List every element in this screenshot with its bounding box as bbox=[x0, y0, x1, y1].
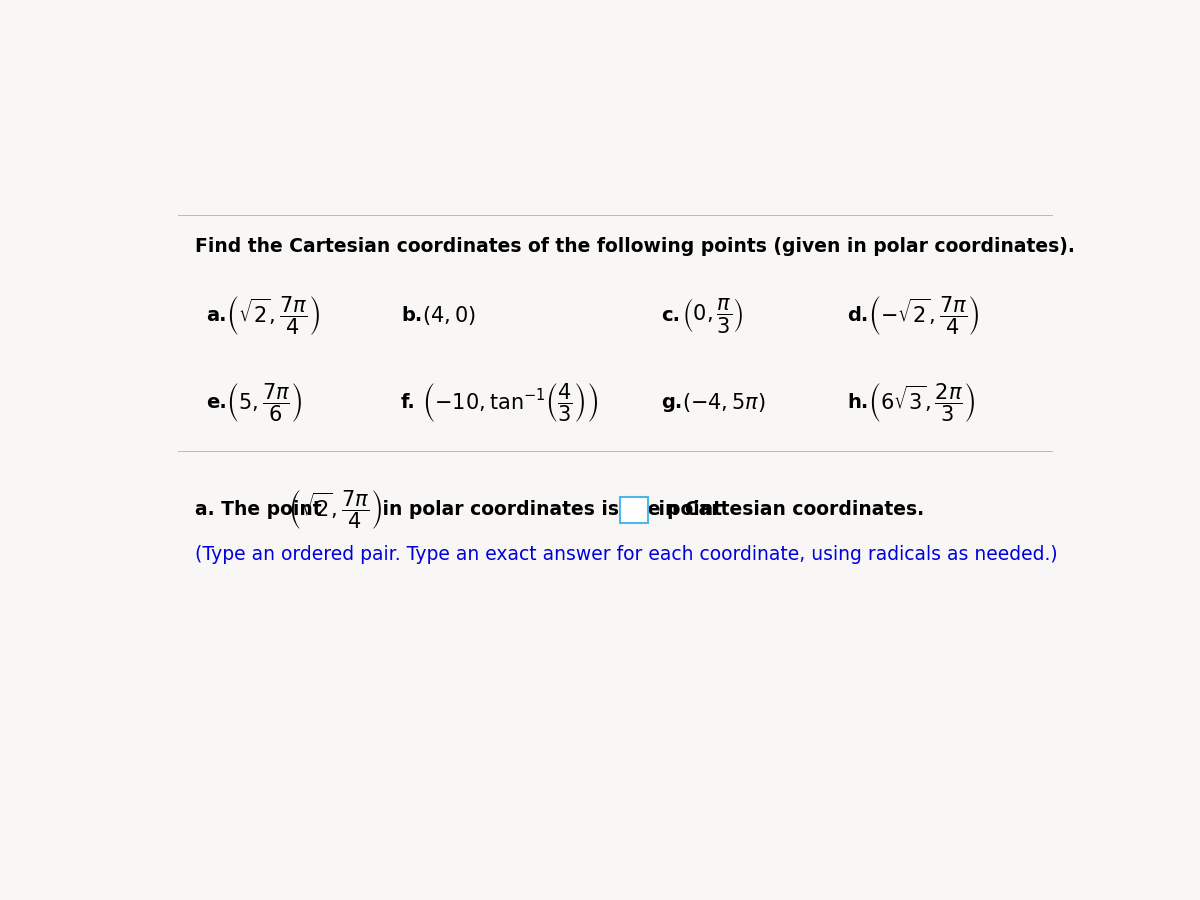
Text: $\left(\sqrt{2},\dfrac{7\pi}{4}\right)$: $\left(\sqrt{2},\dfrac{7\pi}{4}\right)$ bbox=[288, 489, 382, 531]
Text: a.: a. bbox=[206, 306, 227, 326]
Text: $(4,0)$: $(4,0)$ bbox=[421, 304, 475, 328]
Text: $\left(0,\dfrac{\pi}{3}\right)$: $\left(0,\dfrac{\pi}{3}\right)$ bbox=[682, 296, 744, 336]
Text: (Type an ordered pair. Type an exact answer for each coordinate, using radicals : (Type an ordered pair. Type an exact ans… bbox=[194, 545, 1057, 564]
Text: in Cartesian coordinates.: in Cartesian coordinates. bbox=[653, 500, 924, 519]
Text: c.: c. bbox=[661, 306, 680, 326]
Text: Find the Cartesian coordinates of the following points (given in polar coordinat: Find the Cartesian coordinates of the fo… bbox=[194, 237, 1074, 256]
Text: $\left(-\sqrt{2},\dfrac{7\pi}{4}\right)$: $\left(-\sqrt{2},\dfrac{7\pi}{4}\right)$ bbox=[868, 294, 979, 338]
Text: d.: d. bbox=[847, 306, 869, 326]
FancyBboxPatch shape bbox=[619, 497, 648, 523]
Text: a. The point: a. The point bbox=[194, 500, 328, 519]
Text: in polar coordinates is the point: in polar coordinates is the point bbox=[376, 500, 722, 519]
Text: $(-4,5\pi)$: $(-4,5\pi)$ bbox=[682, 391, 766, 414]
Text: g.: g. bbox=[661, 393, 683, 412]
Text: h.: h. bbox=[847, 393, 869, 412]
Text: $\left(5,\dfrac{7\pi}{6}\right)$: $\left(5,\dfrac{7\pi}{6}\right)$ bbox=[227, 381, 302, 424]
Text: $\left(\sqrt{2},\dfrac{7\pi}{4}\right)$: $\left(\sqrt{2},\dfrac{7\pi}{4}\right)$ bbox=[227, 294, 320, 338]
Text: f.: f. bbox=[401, 393, 416, 412]
Text: b.: b. bbox=[401, 306, 422, 326]
Text: $\left(-10,\tan^{-1}\!\left(\dfrac{4}{3}\right)\right)$: $\left(-10,\tan^{-1}\!\left(\dfrac{4}{3}… bbox=[421, 381, 598, 424]
Text: $\left(6\sqrt{3},\dfrac{2\pi}{3}\right)$: $\left(6\sqrt{3},\dfrac{2\pi}{3}\right)$ bbox=[868, 381, 976, 424]
Text: e.: e. bbox=[206, 393, 227, 412]
